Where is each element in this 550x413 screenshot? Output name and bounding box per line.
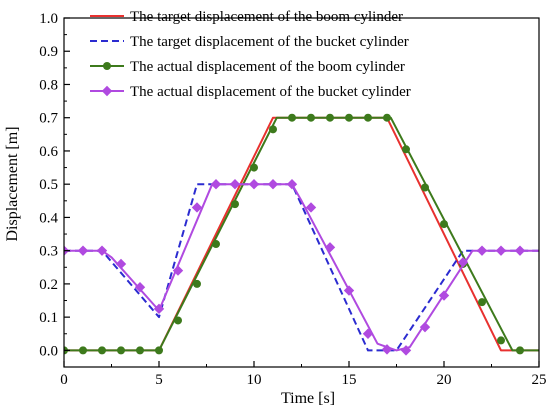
y-tick-label: 0.4 (39, 210, 58, 226)
data-point (421, 183, 429, 192)
data-point (212, 240, 220, 249)
data-point (343, 285, 355, 296)
y-tick-label: 0.1 (39, 310, 58, 326)
series-3 (64, 113, 539, 355)
series-1 (64, 116, 539, 352)
data-point (514, 245, 526, 256)
data-point (400, 345, 412, 356)
series-line (64, 116, 539, 352)
data-point (307, 113, 315, 122)
data-point (191, 202, 203, 213)
data-point (174, 316, 182, 325)
data-point (324, 242, 336, 253)
data-point (210, 178, 222, 190)
data-point (269, 125, 277, 134)
y-tick-label: 0.0 (39, 343, 58, 359)
data-point (231, 200, 239, 209)
data-point (438, 290, 450, 301)
y-tick-label: 0.9 (39, 44, 58, 60)
legend-entry: The target displacement of the boom cyli… (90, 9, 403, 25)
y-tick-label: 0.8 (39, 77, 58, 93)
series-2 (64, 183, 539, 352)
data-point (250, 163, 258, 172)
y-tick-label: 0.6 (39, 144, 58, 160)
data-point (117, 346, 125, 355)
y-tick-label: 0.3 (39, 244, 58, 260)
legend-label: The actual displacement of the boom cyli… (130, 59, 405, 75)
legend-entry: The actual displacement of the boom cyli… (90, 59, 405, 75)
y-tick-label: 0.5 (39, 177, 58, 193)
legend: The target displacement of the boom cyli… (90, 9, 411, 100)
data-point (419, 321, 431, 333)
x-tick-label: 20 (437, 372, 452, 388)
legend-entry: The actual displacement of the bucket cy… (90, 84, 411, 100)
data-point (402, 145, 410, 154)
x-tick-label: 15 (342, 372, 357, 388)
data-point (98, 346, 106, 355)
data-point (476, 245, 488, 256)
data-point (153, 303, 165, 315)
data-point (134, 282, 146, 293)
data-point (381, 344, 393, 355)
legend-label: The target displacement of the boom cyli… (130, 9, 403, 25)
data-point (497, 336, 505, 345)
axes: 0 5 10 15 20 25 0.0 0.1 0.2 0.3 0.4 0.5 0.6 0.7 0.8 0.9… (39, 11, 546, 388)
series-line (64, 183, 539, 352)
x-tick-label: 5 (155, 372, 163, 388)
data-point (229, 178, 241, 190)
series-line (64, 183, 539, 352)
y-tick-label: 0.7 (39, 111, 58, 127)
data-point (248, 178, 260, 190)
legend-entry: The target displacement of the bucket cy… (90, 34, 409, 50)
data-point (364, 113, 372, 122)
y-tick-label: 1.0 (39, 11, 58, 27)
data-point (326, 113, 334, 122)
y-tick-label: 0.2 (39, 277, 58, 293)
data-point (440, 220, 448, 229)
data-point (155, 346, 163, 355)
series-4 (64, 178, 539, 356)
data-point (495, 245, 507, 256)
data-point (136, 346, 144, 355)
series-line (64, 116, 539, 352)
legend-marker (103, 62, 111, 70)
x-tick-label: 10 (247, 372, 262, 388)
data-point (362, 328, 374, 339)
x-axis-title: Time [s] (281, 390, 335, 407)
data-point (516, 346, 524, 355)
data-point (193, 279, 201, 288)
data-point (383, 113, 391, 122)
plot-area (64, 113, 539, 356)
data-point (267, 178, 279, 190)
data-point (115, 258, 127, 270)
data-point (79, 346, 87, 355)
data-point (286, 178, 298, 190)
data-point (345, 113, 353, 122)
data-point (96, 245, 108, 256)
legend-label: The target displacement of the bucket cy… (130, 34, 409, 50)
x-tick-label: 25 (532, 372, 547, 388)
data-point (288, 113, 296, 122)
x-tick-label: 0 (60, 372, 68, 388)
legend-label: The actual displacement of the bucket cy… (130, 84, 411, 100)
data-point (77, 245, 89, 256)
data-point (478, 298, 486, 307)
data-point (305, 202, 317, 213)
y-axis-title: Displacement [m] (4, 126, 21, 241)
legend-marker (101, 85, 113, 97)
data-point (457, 257, 469, 268)
data-point (172, 265, 184, 276)
